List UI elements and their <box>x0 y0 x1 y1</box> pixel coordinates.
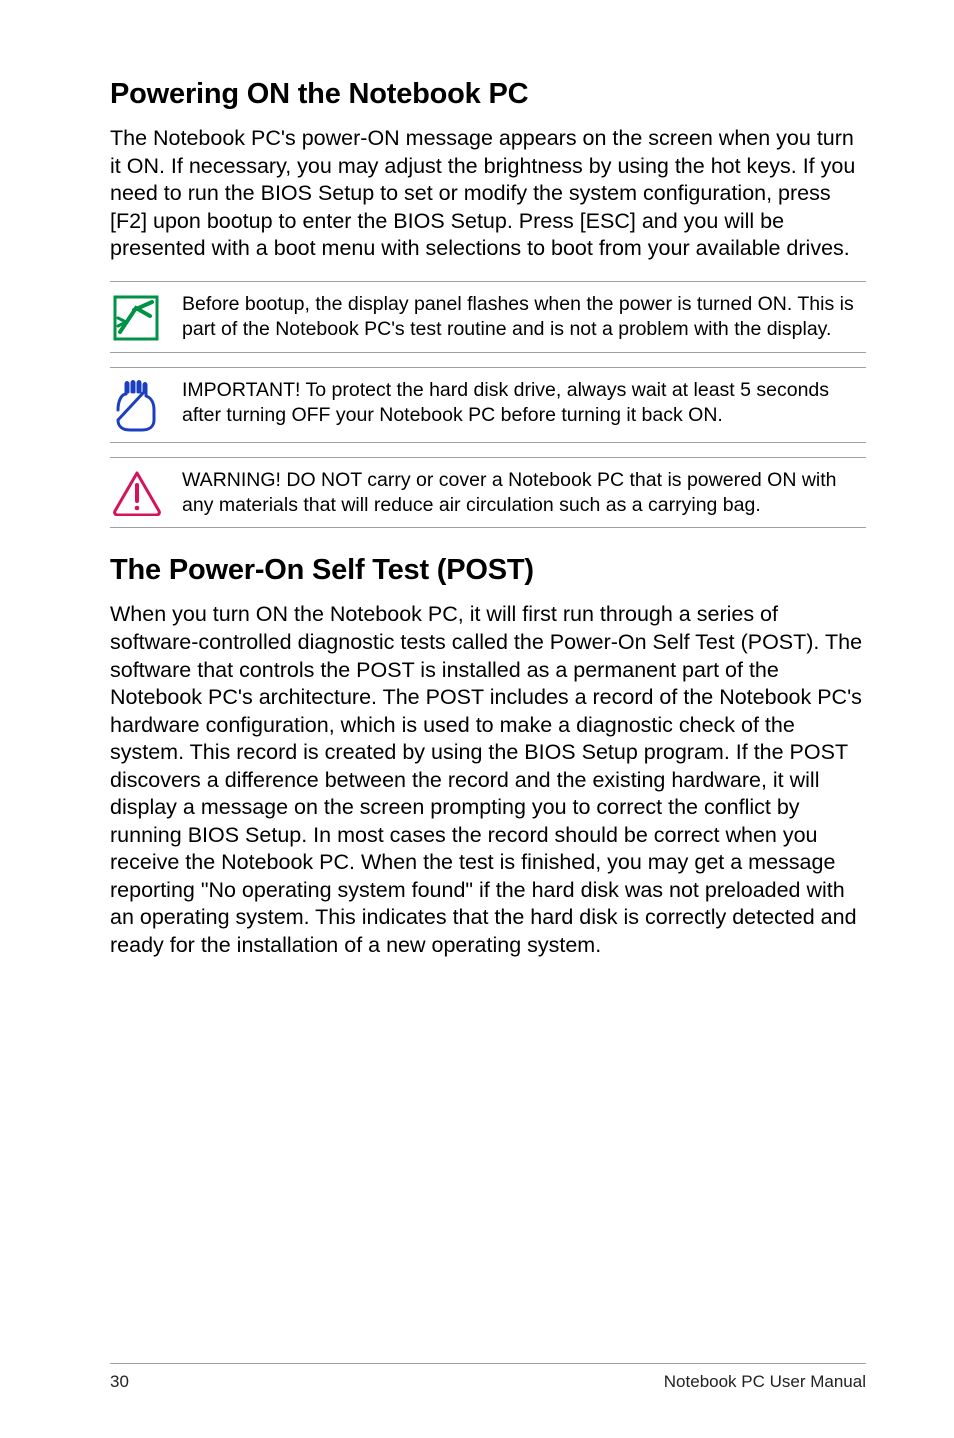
callouts-block: Before bootup, the display panel flashes… <box>110 281 866 529</box>
callout-warning: WARNING! DO NOT carry or cover a Noteboo… <box>110 457 866 529</box>
callout-note: Before bootup, the display panel flashes… <box>110 281 866 353</box>
warning-icon <box>110 468 182 516</box>
important-icon <box>110 378 182 432</box>
section2-heading: The Power-On Self Test (POST) <box>110 554 866 587</box>
section1-heading: Powering ON the Notebook PC <box>110 78 866 111</box>
page-footer: 30 Notebook PC User Manual <box>110 1363 866 1392</box>
callout-note-text: Before bootup, the display panel flashes… <box>182 292 866 342</box>
callout-important-text: IMPORTANT! To protect the hard disk driv… <box>182 378 866 428</box>
callout-warning-text: WARNING! DO NOT carry or cover a Noteboo… <box>182 468 866 518</box>
section1-body: The Notebook PC's power-ON message appea… <box>110 125 866 263</box>
callout-important: IMPORTANT! To protect the hard disk driv… <box>110 367 866 443</box>
footer-manual-label: Notebook PC User Manual <box>664 1372 866 1392</box>
section2-body: When you turn ON the Notebook PC, it wil… <box>110 601 866 959</box>
footer-page-number: 30 <box>110 1372 129 1392</box>
page: Powering ON the Notebook PC The Notebook… <box>0 0 954 1438</box>
note-icon <box>110 292 182 342</box>
